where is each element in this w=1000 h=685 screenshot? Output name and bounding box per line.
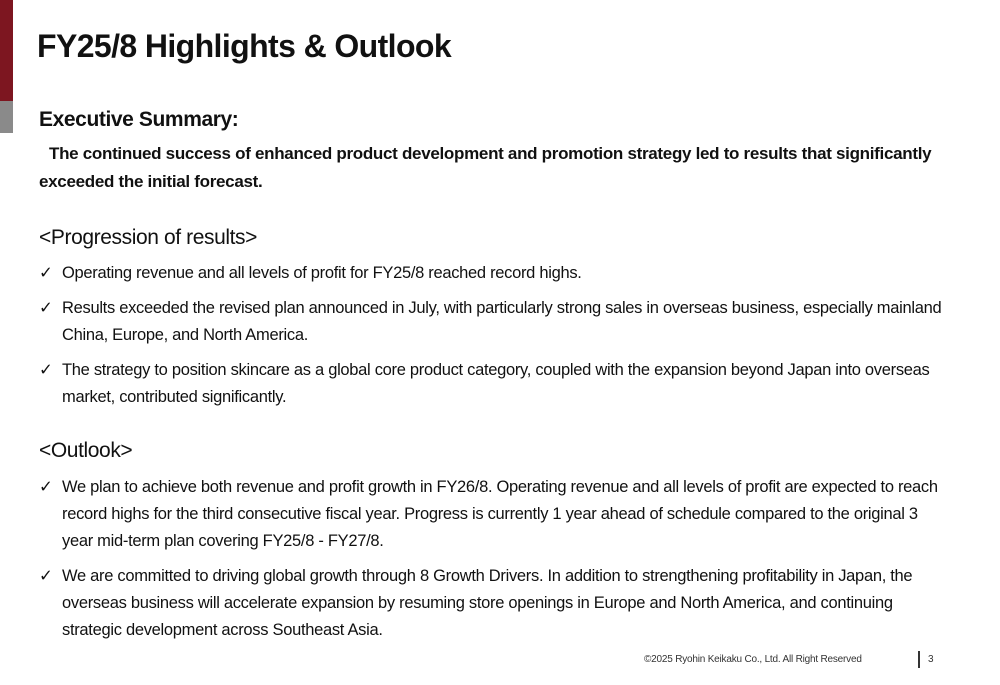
- list-item: ✓ Operating revenue and all levels of pro…: [39, 260, 949, 287]
- list-item-text: We plan to achieve both revenue and prof…: [62, 478, 938, 550]
- check-icon: ✓: [39, 361, 53, 379]
- list-item: ✓ We plan to achieve both revenue and pro…: [39, 474, 949, 555]
- check-icon: ✓: [39, 299, 53, 317]
- footer-copyright: ©2025 Ryohin Keikaku Co., Ltd. All Right…: [644, 654, 862, 665]
- accent-bar-grey: [0, 101, 13, 133]
- list-item-text: We are committed to driving global growt…: [62, 567, 913, 639]
- executive-summary-heading: Executive Summary:: [39, 108, 239, 131]
- list-item: ✓ The strategy to position skincare as a …: [39, 357, 949, 411]
- footer-divider: [918, 651, 920, 668]
- accent-bar-red: [0, 0, 13, 101]
- list-item: ✓ Results exceeded the revised plan annou…: [39, 295, 949, 349]
- outlook-list: ✓ We plan to achieve both revenue and pro…: [39, 474, 949, 652]
- progression-list: ✓ Operating revenue and all levels of pro…: [39, 260, 949, 419]
- page-number: 3: [928, 654, 934, 665]
- progression-heading: <Progression of results>: [39, 226, 258, 249]
- check-icon: ✓: [39, 567, 53, 585]
- list-item-text: The strategy to position skincare as a g…: [62, 361, 930, 406]
- check-icon: ✓: [39, 478, 53, 496]
- outlook-heading: <Outlook>: [39, 439, 133, 462]
- list-item: ✓ We are committed to driving global grow…: [39, 563, 949, 644]
- executive-summary-body: The continued success of enhanced produc…: [39, 144, 932, 191]
- page-title: FY25/8 Highlights & Outlook: [37, 28, 452, 64]
- list-item-text: Results exceeded the revised plan announ…: [62, 299, 942, 344]
- list-item-text: Operating revenue and all levels of prof…: [62, 264, 582, 282]
- check-icon: ✓: [39, 264, 53, 282]
